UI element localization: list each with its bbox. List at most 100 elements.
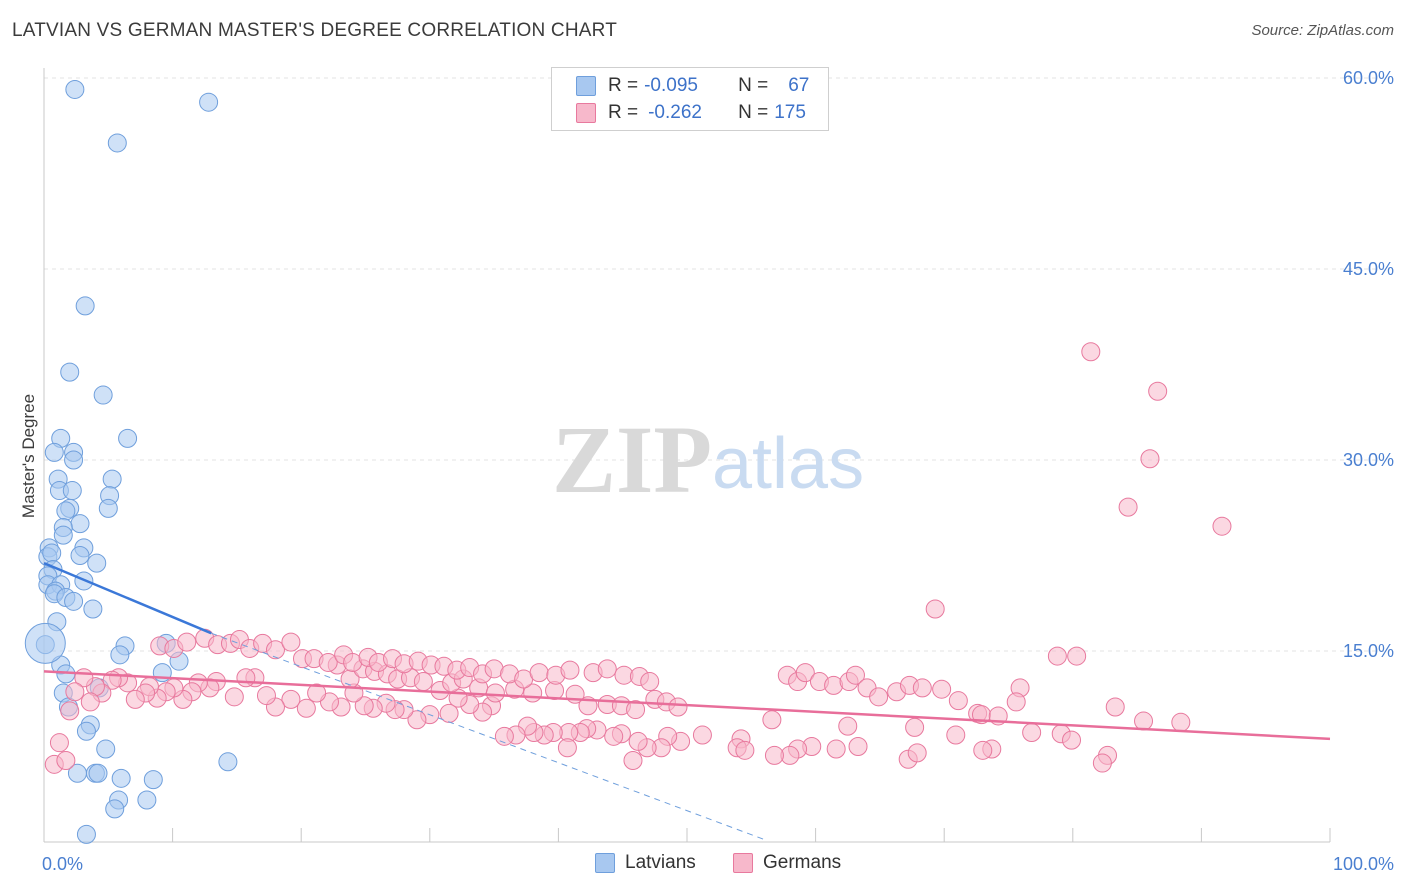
german-point xyxy=(1067,646,1087,666)
watermark-zip: ZIP xyxy=(552,406,712,513)
latvian-point xyxy=(62,481,82,501)
latvian-point xyxy=(118,428,138,448)
legend: R = -0.095 N = 67 R = -0.262 N = 175 xyxy=(551,67,829,131)
german-point xyxy=(354,696,374,716)
german-point xyxy=(1092,753,1112,773)
legend-n-value: 67 xyxy=(788,75,810,96)
german-point xyxy=(932,679,952,699)
grid-lines xyxy=(44,77,1390,652)
german-point xyxy=(529,663,549,683)
german-point xyxy=(1105,697,1125,717)
legend-r-label: R = xyxy=(608,102,639,123)
watermark: ZIP atlas xyxy=(552,406,864,513)
bottom-legend-label-latvians: Latvians xyxy=(625,852,696,873)
bottom-legend-latvians: Latvians xyxy=(595,852,696,874)
latvian-point xyxy=(87,553,107,573)
german-point xyxy=(1171,712,1191,732)
german-point xyxy=(973,740,993,760)
series-latvians xyxy=(24,79,238,844)
latvian-point xyxy=(70,514,90,534)
german-trend-line xyxy=(43,670,1331,741)
latvian-trend-line xyxy=(43,561,212,635)
german-point xyxy=(604,726,624,746)
german-point xyxy=(1006,692,1026,712)
legend-n-label: N = xyxy=(738,102,769,123)
german-point xyxy=(597,659,617,679)
german-point xyxy=(907,743,927,763)
german-point xyxy=(826,739,846,759)
german-point xyxy=(764,745,784,765)
german-point xyxy=(925,599,945,619)
german-point xyxy=(845,665,865,685)
latvian-point xyxy=(64,450,84,470)
german-point xyxy=(407,710,427,730)
bottom-legend-germans: Germans xyxy=(733,852,841,874)
trend-lines xyxy=(43,561,1331,840)
y-tick-label: 45.0% xyxy=(1343,259,1394,279)
axes xyxy=(43,68,1331,843)
y-axis-title: Master's Degree xyxy=(19,394,38,518)
source-label: Source: ZipAtlas.com xyxy=(1251,22,1394,39)
legend-row-germans: R = -0.262 N = 175 xyxy=(576,101,806,125)
latvian-point xyxy=(70,546,90,565)
german-point xyxy=(1047,646,1067,666)
latvian-point xyxy=(96,739,116,759)
german-point xyxy=(177,632,197,652)
german-point xyxy=(65,682,85,702)
latvian-point xyxy=(218,752,238,772)
german-point xyxy=(256,686,276,706)
latvian-point xyxy=(98,498,118,518)
german-point xyxy=(668,697,688,717)
german-point xyxy=(692,725,712,745)
german-point xyxy=(1212,516,1232,536)
y-tick-label: 60.0% xyxy=(1343,68,1394,88)
german-point xyxy=(265,640,285,660)
german-point xyxy=(626,700,646,720)
y-tick-label: 30.0% xyxy=(1343,450,1394,470)
german-point xyxy=(485,683,505,703)
german-point xyxy=(236,668,256,688)
latvian-point xyxy=(76,824,96,844)
german-point xyxy=(1081,342,1101,362)
latvian-point xyxy=(56,501,76,521)
legend-row-latvians: R = -0.095 N = 67 xyxy=(576,74,809,98)
german-point xyxy=(948,691,968,711)
latvian-point xyxy=(53,525,73,545)
german-point xyxy=(628,731,648,751)
german-point xyxy=(281,632,301,652)
german-point xyxy=(224,687,244,707)
latvian-point xyxy=(76,721,96,741)
legend-r-value: -0.262 xyxy=(648,102,702,123)
y-tick-label: 15.0% xyxy=(1343,641,1394,661)
latvian-point xyxy=(75,296,95,316)
latvian-point xyxy=(110,645,130,665)
german-point xyxy=(296,698,316,718)
latvian-point xyxy=(102,469,122,489)
latvian-point xyxy=(42,543,62,563)
legend-r-label: R = xyxy=(608,75,639,96)
german-point xyxy=(1062,730,1082,750)
german-point xyxy=(125,689,145,709)
latvian-point xyxy=(60,362,80,382)
german-point xyxy=(848,737,868,756)
german-point xyxy=(795,663,815,683)
german-point xyxy=(1148,381,1168,401)
latvian-point xyxy=(107,133,127,153)
german-point xyxy=(762,710,782,730)
german-point xyxy=(912,678,932,698)
latvian-point xyxy=(199,92,219,112)
german-point xyxy=(905,717,925,737)
legend-r-value: -0.095 xyxy=(644,75,698,96)
bottom-legend-label-germans: Germans xyxy=(763,852,842,873)
tick-labels: 15.0% 30.0% 45.0% 60.0% 0.0% 100.0% xyxy=(42,68,1394,874)
legend-swatch-germans xyxy=(576,103,596,123)
german-point xyxy=(56,751,76,771)
german-point xyxy=(946,725,966,745)
legend-swatch-latvians xyxy=(576,76,596,96)
latvian-point xyxy=(88,763,108,783)
german-point xyxy=(80,692,100,712)
latvian-point xyxy=(24,622,66,664)
german-point xyxy=(623,751,643,771)
latvian-point xyxy=(44,442,64,462)
german-point xyxy=(1022,722,1042,742)
